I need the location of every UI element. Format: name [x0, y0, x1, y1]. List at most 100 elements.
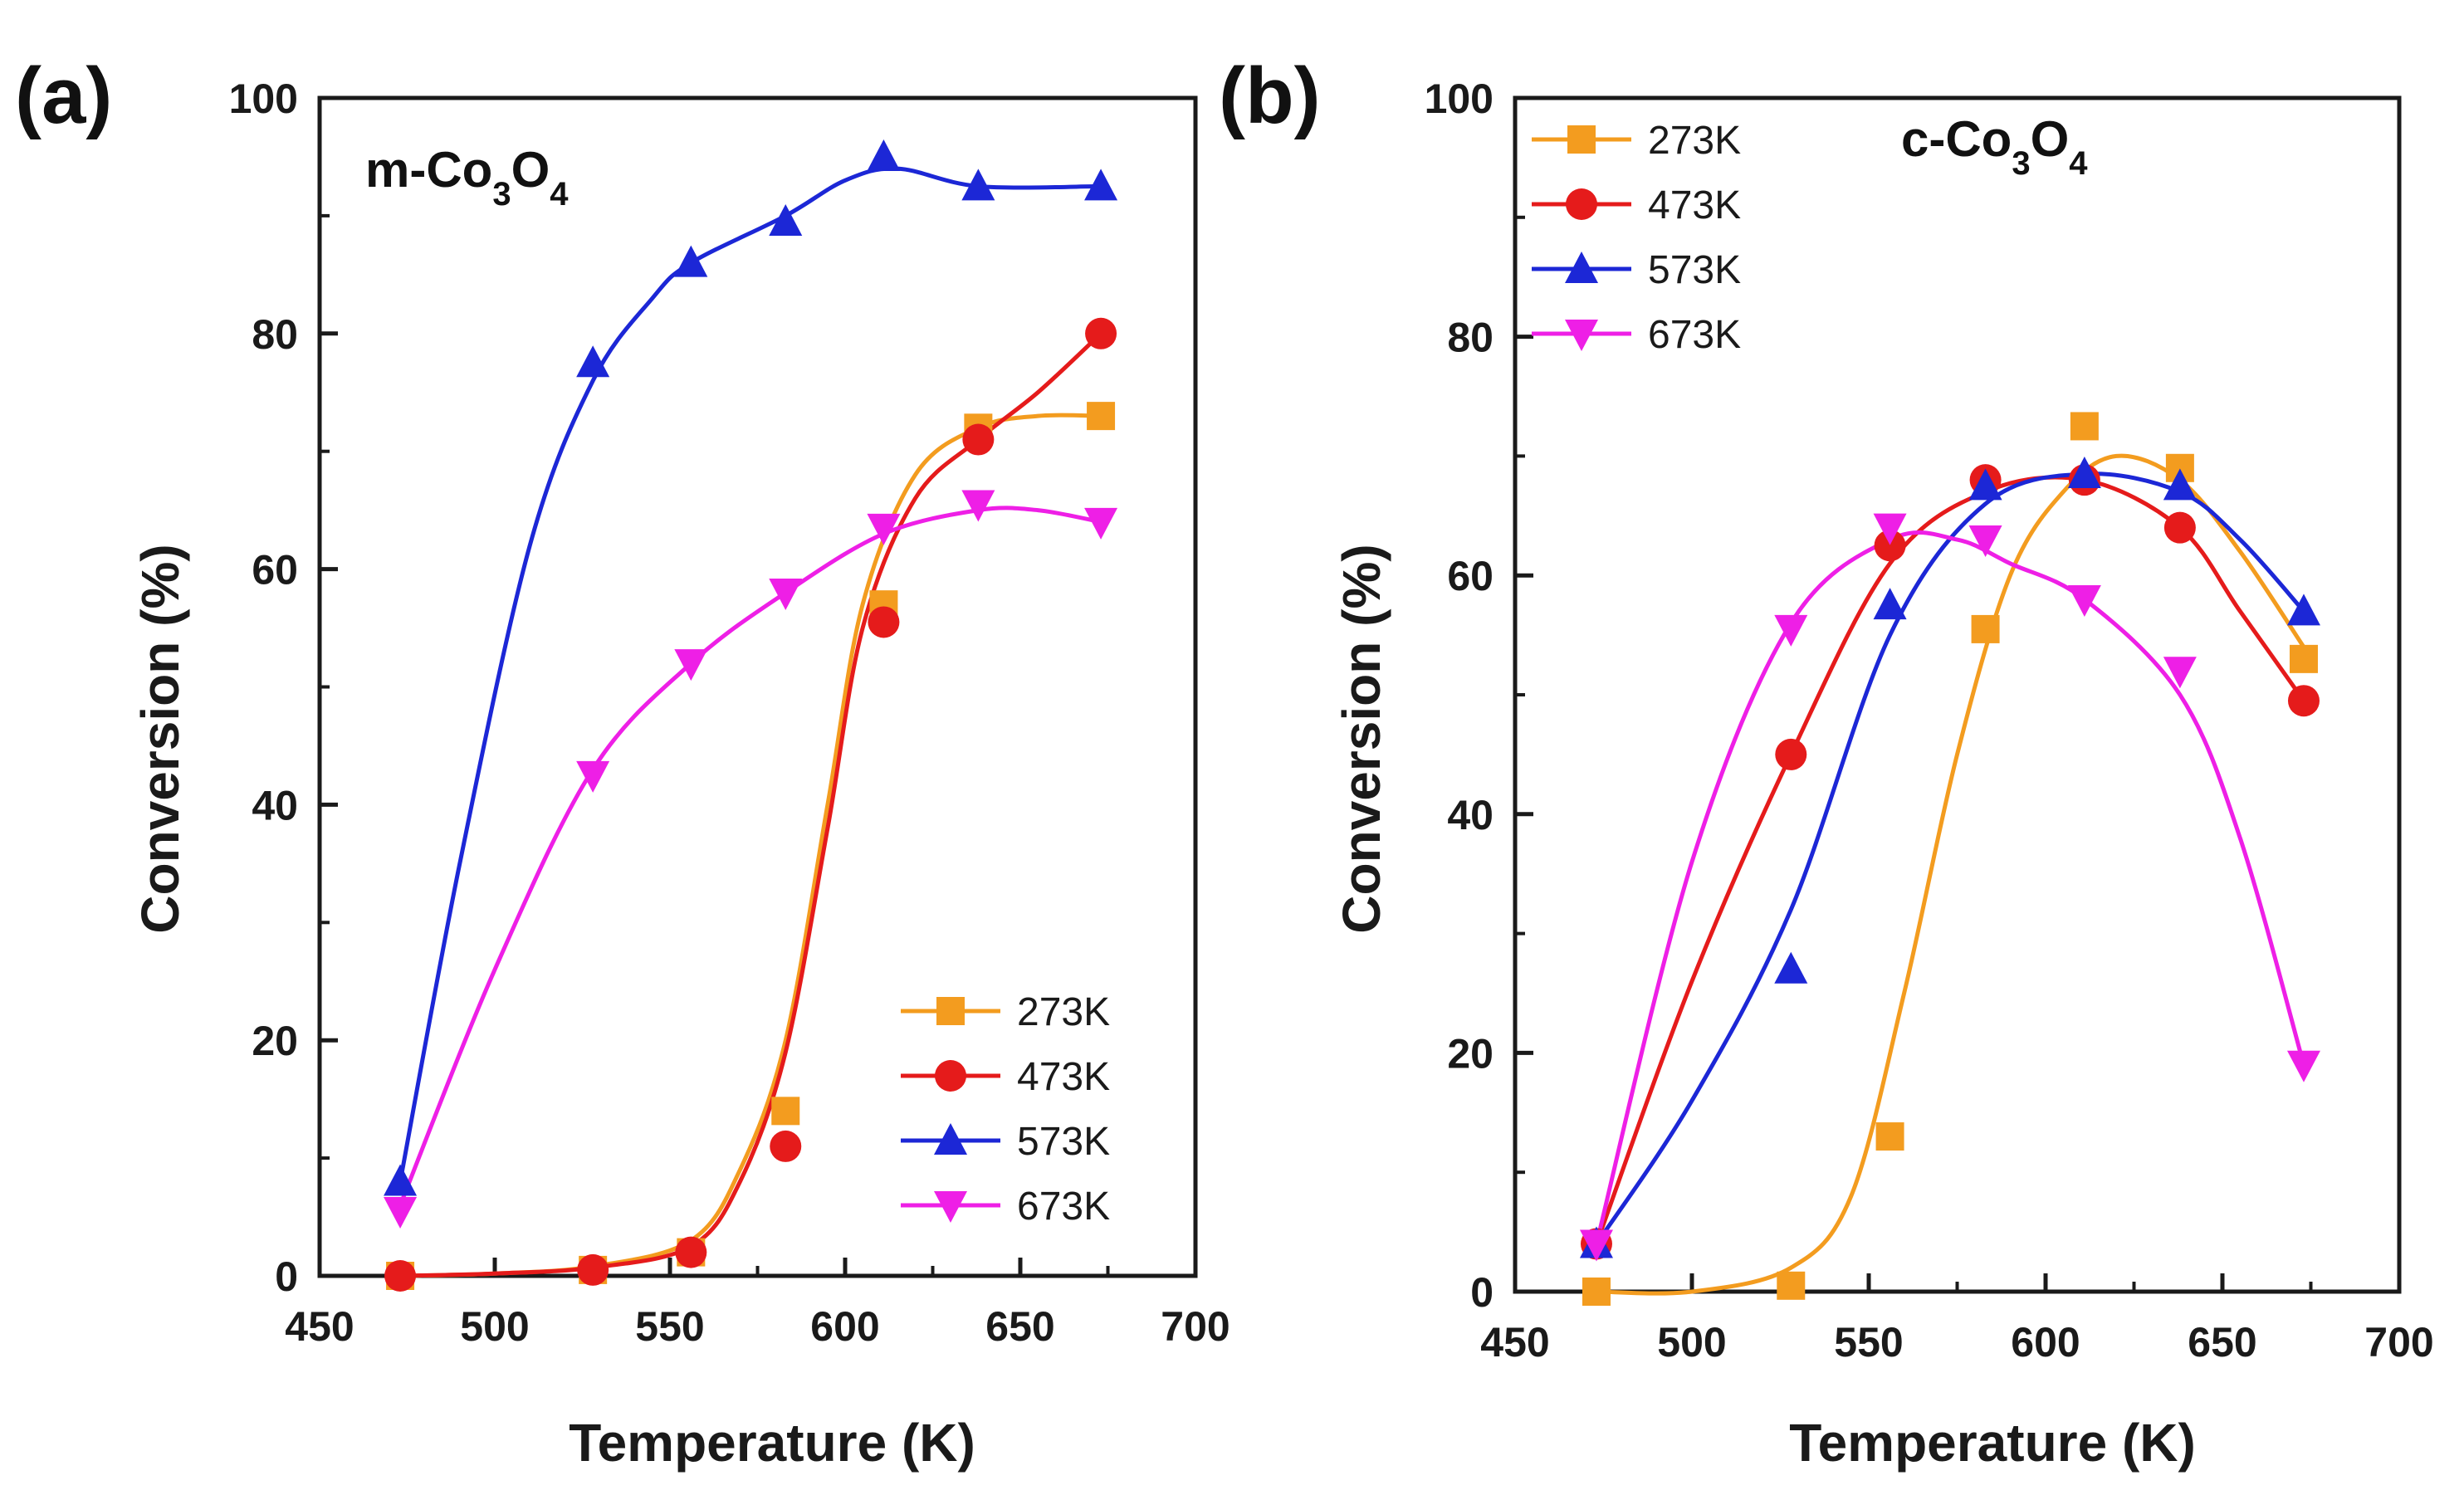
panel-b-point-273K	[1875, 1122, 1904, 1151]
panel-a-ytick-label: 40	[252, 782, 298, 828]
panel-b-ytick-label: 20	[1447, 1030, 1494, 1077]
panel-b: (b) 450 500 550 600 650 700 0 20 40 60 80 100 c-Co3…	[1219, 51, 2434, 1473]
panel-a-xtick-label: 550	[635, 1303, 704, 1350]
panel-b-point-573K	[2286, 594, 2320, 626]
panel-b-point-473K	[1775, 738, 1807, 770]
panel-a-point-673K	[576, 760, 610, 793]
panel-b-sample-label: c-Co3O4	[1901, 111, 2088, 182]
panel-b-line-673K	[1594, 530, 2306, 1245]
panel-b-legend-label: 673K	[1648, 313, 1741, 357]
panel-b-legend-label: 573K	[1648, 248, 1741, 292]
panel-a-xtick-label: 450	[285, 1303, 354, 1350]
panel-b-legend-marker	[1567, 125, 1596, 154]
panel-a-point-473K	[577, 1253, 609, 1286]
panel-b-point-673K	[1873, 513, 1907, 545]
panel-a-line-573K	[398, 166, 1102, 1182]
panel-a-xtick-label: 700	[1161, 1303, 1230, 1350]
panel-a-ytick-label: 80	[252, 311, 298, 358]
panel-a-point-473K	[675, 1236, 707, 1268]
panel-b-line-573K	[1594, 471, 2305, 1245]
panel-b-legend-marker	[1565, 252, 1598, 283]
panel-b-legend: 273K 473K 573K 673K	[1532, 119, 1741, 357]
panel-b-point-673K	[2067, 584, 2101, 617]
panel-b-ytick-label: 40	[1447, 792, 1494, 838]
panel-b-ytick-label: 80	[1447, 315, 1494, 361]
panel-a-ytick-label: 100	[229, 76, 298, 122]
panel-a-line-273K	[400, 413, 1102, 1278]
panel-a-ytick-label: 0	[275, 1253, 298, 1300]
panel-a-point-573K	[384, 1164, 418, 1196]
panel-a-point-473K	[384, 1260, 417, 1292]
panel-b-xtick-label: 450	[1480, 1319, 1549, 1366]
panel-b-xlabel: Temperature (K)	[1789, 1413, 2196, 1473]
panel-a-point-673K	[961, 490, 995, 522]
panel-b-point-473K	[2163, 511, 2196, 544]
panel-b-legend-marker	[1565, 320, 1598, 351]
panel-b-point-573K	[2163, 468, 2197, 501]
panel-b-line-473K	[1594, 475, 2306, 1245]
panel-a-point-673K	[674, 649, 708, 682]
panel-b-point-273K	[1971, 614, 2000, 643]
panel-b-point-673K	[1968, 525, 2002, 558]
panel-a-point-573K	[867, 139, 901, 171]
panel-a-point-673K	[384, 1196, 418, 1229]
panel-a-line-673K	[398, 506, 1102, 1206]
panel-b-label: (b)	[1219, 51, 1321, 140]
panel-a-legend-label: 473K	[1017, 1055, 1110, 1099]
panel-a-point-573K	[769, 203, 803, 236]
panel-a-legend-label: 273K	[1017, 990, 1110, 1034]
panel-a-ylabel: Conversion (%)	[130, 544, 190, 933]
panel-a-point-273K	[1087, 402, 1116, 431]
panel-a-sample-label: m-Co3O4	[365, 142, 569, 213]
panel-b-point-273K	[2070, 412, 2099, 441]
panel-a-frame	[317, 95, 1198, 1278]
panel-a-legend-label: 673K	[1017, 1185, 1110, 1229]
panel-a-point-573K	[961, 169, 995, 201]
panel-b-point-573K	[1968, 468, 2002, 501]
panel-a-ytick-label: 20	[252, 1018, 298, 1064]
panel-b-point-473K	[2287, 685, 2320, 717]
panel-a-point-473K	[868, 606, 900, 638]
panel-a-xtick-label: 600	[810, 1303, 879, 1350]
panel-b-point-473K	[1874, 530, 1906, 562]
panel-a-label: (a)	[15, 51, 112, 140]
panel-b-point-573K	[2067, 456, 2101, 488]
panel-b-xtick-label: 650	[2188, 1319, 2256, 1366]
panel-a-point-273K	[771, 1097, 800, 1126]
panel-a-point-473K	[770, 1130, 802, 1162]
panel-b-point-273K	[2289, 644, 2318, 673]
panel-b-legend-label: 473K	[1648, 183, 1741, 227]
panel-b-xtick-label: 600	[2011, 1319, 2080, 1366]
panel-b-point-673K	[2163, 657, 2197, 689]
panel-a-legend-marker	[934, 1123, 967, 1155]
panel-b-xtick-label: 700	[2364, 1319, 2433, 1366]
panel-b-ylabel: Conversion (%)	[1332, 544, 1391, 933]
panel-b-point-673K	[1579, 1229, 1613, 1262]
panel-b-line-273K	[1596, 453, 2306, 1296]
panel-a-legend-marker	[936, 997, 965, 1025]
panel-a-xlabel: Temperature (K)	[569, 1413, 975, 1473]
panel-b-legend-marker	[1566, 188, 1597, 220]
panel-a-point-573K	[674, 245, 708, 277]
panel-a-legend-label: 573K	[1017, 1120, 1110, 1164]
panel-a-point-673K	[769, 578, 803, 610]
panel-a-xtick-label: 500	[460, 1303, 529, 1350]
panel-b-point-673K	[1774, 614, 1808, 647]
panel-b-ytick-label: 60	[1447, 553, 1494, 599]
panel-b-point-673K	[2286, 1050, 2320, 1082]
panel-b-point-573K	[1873, 588, 1907, 620]
panel-b-point-273K	[1777, 1271, 1806, 1300]
panel-a-point-473K	[962, 423, 995, 456]
panel-a-line-473K	[400, 331, 1102, 1278]
panel-a-point-573K	[1084, 169, 1118, 201]
panel-b-point-573K	[1774, 951, 1808, 984]
panel-a-point-673K	[867, 513, 901, 545]
panel-b-point-273K	[1582, 1278, 1611, 1306]
panel-a-point-673K	[1084, 507, 1118, 540]
panel-a-legend-marker	[935, 1060, 966, 1092]
panel-b-xtick-label: 500	[1657, 1319, 1726, 1366]
panel-b-xtick-label: 550	[1834, 1319, 1903, 1366]
panel-a-legend-marker	[934, 1191, 967, 1223]
panel-b-legend-label: 273K	[1648, 119, 1741, 163]
